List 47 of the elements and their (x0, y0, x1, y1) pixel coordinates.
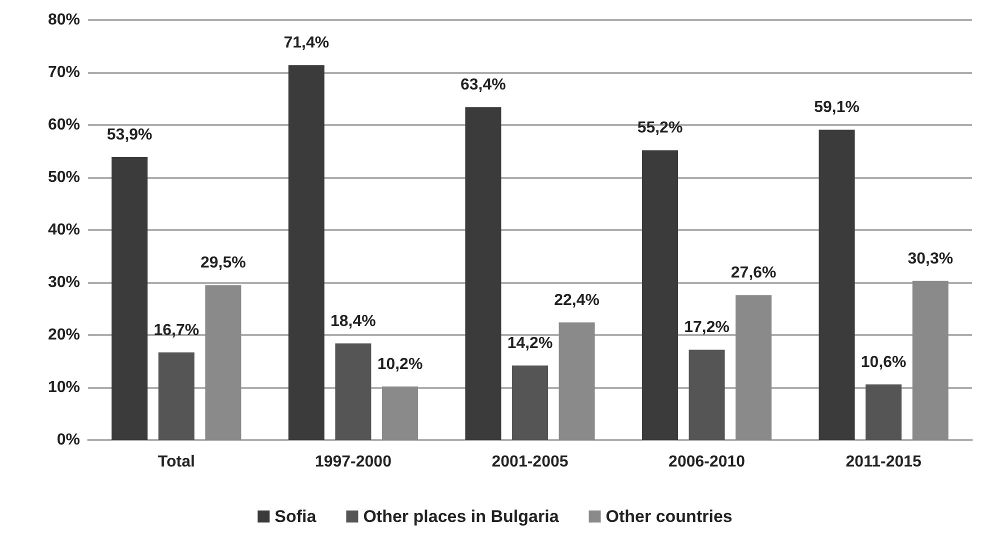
data-label: 10,2% (377, 356, 423, 373)
x-tick-label: 1997-2000 (314, 454, 392, 470)
x-tick-label: 2011-2015 (846, 454, 922, 470)
data-label: 30,3% (908, 250, 954, 268)
data-label: 71,4% (284, 34, 330, 52)
bar (558, 322, 595, 440)
x-tick-label: 2001-2005 (492, 454, 568, 470)
data-label: 14,2% (507, 334, 553, 352)
data-label: 63,4% (460, 76, 506, 94)
bar (382, 386, 418, 440)
data-label: 16,7% (154, 322, 200, 339)
legend-label: Sofia (274, 507, 317, 526)
bar (688, 350, 725, 440)
data-label: 55,2% (637, 120, 683, 137)
y-tick-label: 40% (48, 222, 80, 238)
y-tick-label: 60% (48, 116, 80, 134)
data-label: 53,9% (106, 126, 152, 144)
legend-label: Other places in Bulgaria (363, 507, 560, 526)
bar (205, 285, 242, 440)
bar (642, 150, 678, 440)
data-label: 59,1% (814, 99, 860, 116)
data-label: 10,6% (860, 354, 906, 371)
y-tick-label: 0% (56, 432, 80, 448)
bar (736, 295, 772, 440)
bar (512, 365, 548, 440)
bar (465, 107, 502, 440)
y-tick-label: 50% (48, 169, 80, 186)
bar (335, 343, 372, 440)
data-label: 27,6% (730, 264, 776, 282)
y-tick-label: 80% (48, 12, 80, 28)
bar (112, 157, 148, 440)
y-tick-label: 10% (48, 379, 80, 396)
data-label: 17,2% (684, 319, 730, 336)
data-label: 18,4% (330, 312, 376, 330)
legend-label: Other countries (606, 507, 732, 526)
data-label: 22,4% (554, 292, 600, 309)
x-tick-label: 2006-2010 (668, 454, 746, 470)
bar (912, 280, 948, 440)
x-tick-label: Total (158, 454, 195, 470)
bar (866, 384, 902, 440)
data-label: 29,5% (200, 254, 246, 272)
y-tick-label: 70% (48, 64, 80, 81)
y-tick-label: 20% (48, 326, 80, 344)
bar (288, 65, 324, 440)
y-tick-label: 30% (48, 274, 80, 291)
bar (818, 130, 855, 440)
bar (158, 352, 194, 440)
